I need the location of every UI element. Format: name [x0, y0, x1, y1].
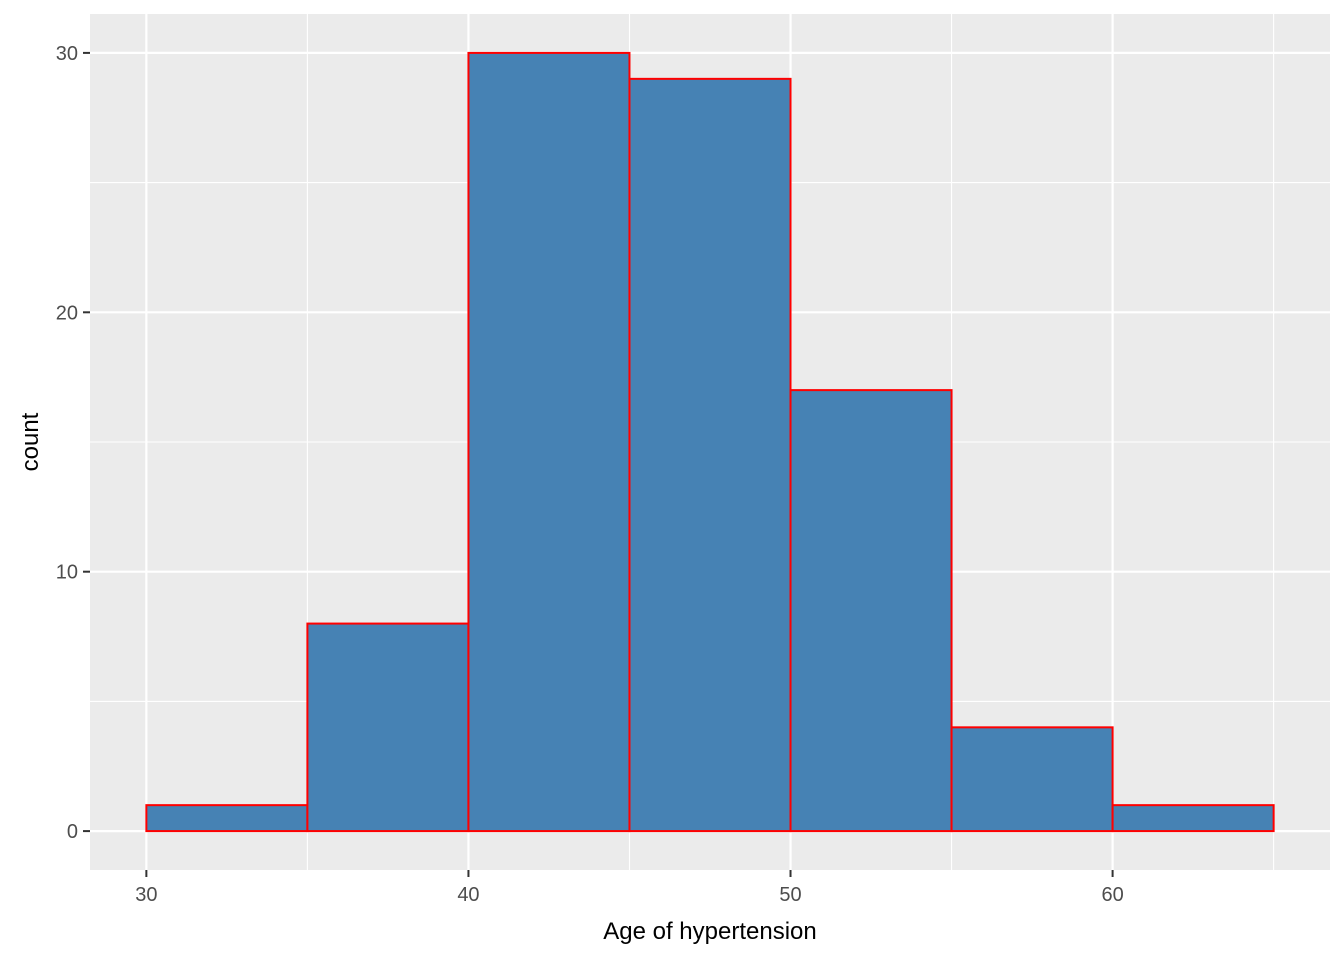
x-tick-label: 60: [1101, 884, 1123, 906]
x-axis-title: Age of hypertension: [603, 918, 816, 945]
histogram-bar: [306, 622, 470, 833]
x-axis: 30 40 50 60: [135, 870, 1124, 906]
x-tick-label: 50: [779, 884, 801, 906]
y-axis: 0 10 20 30: [56, 43, 90, 843]
y-tick-label: 0: [67, 821, 78, 843]
y-tick-label: 30: [56, 43, 78, 65]
histogram-bar: [145, 804, 309, 833]
histogram-bar: [467, 51, 631, 833]
y-tick-label: 10: [56, 562, 78, 584]
histogram-bar: [628, 77, 792, 833]
x-tick-label: 30: [135, 884, 157, 906]
x-tick-label: 40: [457, 884, 479, 906]
histogram-bar: [950, 726, 1114, 833]
histogram-bar: [1111, 804, 1275, 833]
y-tick-label: 20: [56, 302, 78, 324]
y-axis-title: count: [17, 412, 44, 471]
histogram-bar: [789, 389, 953, 833]
histogram-bars: [145, 51, 1275, 833]
